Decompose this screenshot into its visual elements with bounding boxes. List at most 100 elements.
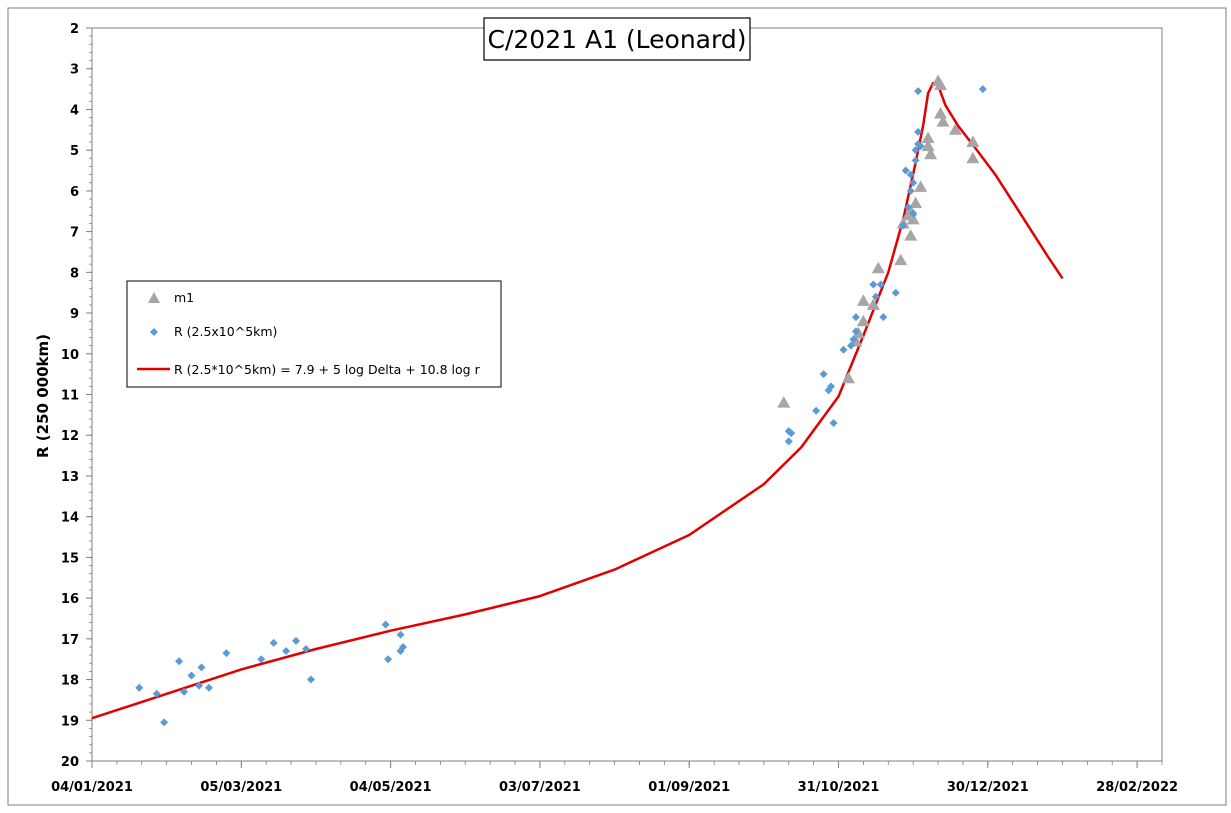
r-point	[257, 655, 266, 664]
r-point	[851, 313, 860, 322]
r-point	[901, 166, 910, 175]
y-tick-label: 15	[61, 551, 79, 566]
r-point	[909, 209, 918, 218]
r-point	[899, 221, 908, 230]
legend-marker-triangle	[148, 292, 160, 303]
x-axis: 04/01/2021 05/03/2021 04/05/2021 03/07/2021…	[51, 761, 1178, 795]
r-point	[869, 280, 878, 289]
r-point	[306, 675, 315, 684]
x-tick-label: 04/01/2021	[51, 780, 133, 795]
m1-point	[777, 396, 791, 408]
y-tick-label: 5	[70, 144, 79, 159]
r-point	[384, 655, 393, 664]
legend-label-fit: R (2.5*10^5km) = 7.9 + 5 log Delta + 10.…	[174, 362, 481, 377]
m1-point	[934, 78, 948, 91]
y-tick-label: 18	[61, 674, 79, 689]
y-tick-label: 7	[70, 226, 79, 241]
r-point	[879, 313, 888, 322]
r-point	[906, 170, 915, 179]
x-tick-label: 01/09/2021	[648, 780, 730, 795]
x-tick-label: 03/07/2021	[499, 780, 581, 795]
legend-label-m1: m1	[174, 290, 194, 305]
y-tick-label: 16	[61, 592, 79, 607]
y-tick-label: 11	[61, 389, 79, 404]
m1-point	[841, 371, 855, 384]
r-point	[381, 620, 390, 629]
r-point	[846, 341, 855, 350]
r-point	[819, 370, 828, 379]
r-point	[175, 657, 184, 666]
r-point	[871, 292, 880, 301]
r-point	[269, 638, 278, 647]
y-tick-label: 3	[70, 63, 79, 78]
m1-point	[924, 147, 938, 160]
chart-title-group: C/2021 A1 (Leonard)	[483, 17, 751, 61]
series-layer	[91, 74, 1064, 727]
r-point	[914, 87, 923, 96]
y-tick-label: 17	[61, 633, 79, 648]
r-point	[876, 280, 885, 289]
r-point	[916, 142, 925, 151]
m1-point	[871, 261, 885, 274]
legend-item-m1: m1	[148, 290, 194, 305]
legend: m1 R (2.5x10^5km) R (2.5*10^5km) = 7.9 +…	[126, 280, 502, 388]
m1-point	[909, 196, 923, 209]
r-point	[135, 683, 144, 692]
m1-point	[948, 123, 962, 135]
legend-item-r: R (2.5x10^5km)	[150, 324, 277, 339]
r-point	[787, 429, 796, 438]
y-tick-label: 19	[61, 714, 79, 729]
y-tick-label: 2	[70, 22, 79, 37]
r-point	[812, 406, 821, 415]
m1-point	[921, 131, 935, 143]
m1-point	[906, 212, 920, 225]
r-point	[222, 649, 231, 658]
x-tick-label: 04/05/2021	[350, 780, 432, 795]
y-tick-label: 20	[61, 755, 79, 770]
m1-point	[856, 314, 870, 327]
m1-point	[904, 229, 918, 241]
y-tick-label: 12	[61, 429, 79, 444]
plot-area	[91, 27, 1163, 762]
x-tick-label: 28/02/2022	[1096, 780, 1178, 795]
r-point	[849, 335, 858, 344]
x-tick-label: 30/12/2021	[947, 780, 1029, 795]
r-point	[911, 156, 920, 165]
r-point	[906, 186, 915, 195]
r-point	[978, 85, 987, 94]
r-point	[909, 178, 918, 187]
m1-point	[934, 107, 948, 119]
r-point	[891, 288, 900, 297]
r-point	[914, 127, 923, 136]
chart-title: C/2021 A1 (Leonard)	[488, 25, 747, 54]
fit-curve-line	[91, 81, 1064, 720]
m1-point	[894, 253, 908, 266]
r-point	[195, 681, 203, 690]
r-point	[302, 645, 310, 654]
legend-label-r: R (2.5x10^5km)	[174, 324, 277, 339]
y-tick-label: 9	[70, 307, 79, 322]
r-point	[187, 671, 196, 680]
r-point	[829, 419, 838, 428]
y-tick-label: 8	[70, 266, 79, 281]
r-point	[784, 437, 793, 446]
r-point	[399, 642, 408, 651]
x-tick-label: 05/03/2021	[200, 780, 282, 795]
m1-point	[921, 139, 935, 152]
m1-point	[966, 135, 980, 148]
m1-point	[966, 151, 980, 164]
y-tick-label: 13	[61, 470, 79, 485]
r-point	[904, 203, 913, 212]
r-point	[396, 630, 405, 639]
legend-box	[126, 280, 502, 388]
chart-title-box	[483, 17, 751, 61]
y-tick-label: 6	[70, 185, 79, 200]
r-point	[851, 327, 860, 336]
y-axis-label: R (250 000km)	[34, 334, 52, 458]
y-tick-label: 4	[70, 103, 79, 118]
m1-point	[856, 294, 870, 306]
y-tick-label: 10	[61, 348, 79, 363]
r-point	[827, 382, 836, 391]
m1-point	[936, 115, 950, 127]
